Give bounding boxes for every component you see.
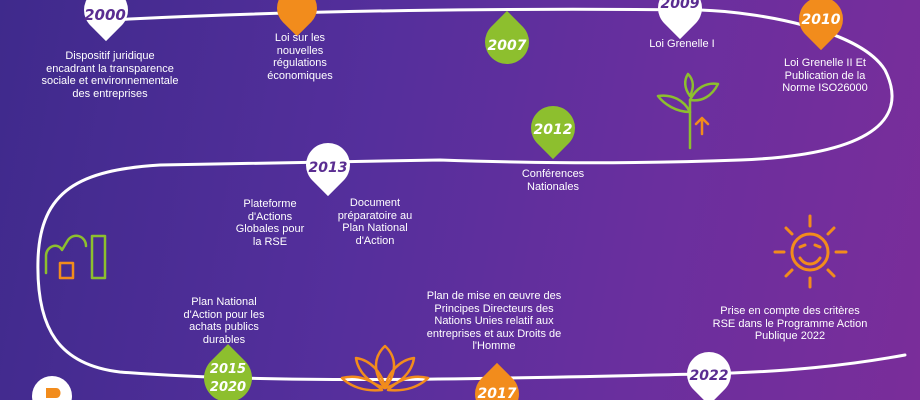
marker-year: 2010 [802, 12, 841, 28]
logo-icon [32, 376, 72, 400]
caption-2010: Loi Grenelle II Et Publication de la Nor… [782, 57, 868, 94]
caption-2001: Loi sur les nouvelles régulations économ… [267, 32, 333, 82]
caption-2000: Dispositif juridique encadrant la transp… [41, 50, 179, 100]
caption-2017: Plan de mise en œuvre des Principes Dire… [426, 290, 562, 352]
marker-2010: 2010 [799, 0, 843, 51]
marker-year: 2017 [478, 386, 517, 400]
marker-year: 2007 [488, 38, 527, 54]
caption-2015: Plan National d'Action pour les achats p… [183, 296, 265, 346]
lotus-icon [340, 344, 430, 392]
marker-2009: 2009 [658, 0, 702, 40]
marker-2001 [277, 0, 317, 37]
caption-2013b: Document préparatoire au Plan National d… [337, 197, 413, 247]
caption-2022: Prise en compte des critères RSE dans le… [712, 305, 868, 342]
bar-chart-icon [44, 234, 107, 280]
marker-2007: 2007 [485, 10, 529, 64]
marker-year: 2013 [309, 160, 348, 176]
marker-2012: 2012 [531, 106, 575, 160]
marker-year-2: 2020 [210, 380, 246, 395]
marker-year: 2000 [84, 6, 126, 24]
caption-2012: Conférences Nationales [521, 168, 585, 193]
marker-2017: 2017 [475, 362, 519, 400]
smiling-sun-icon [773, 214, 848, 289]
marker-2022: 2022 [687, 352, 731, 400]
marker-2015-2020: 2015 2020 [204, 344, 252, 400]
marker-year: 2009 [661, 0, 700, 12]
sprout-icon [656, 72, 720, 150]
marker-2013: 2013 [306, 143, 350, 197]
caption-2009: Loi Grenelle I [649, 38, 715, 50]
caption-2013: Plateforme d'Actions Globales pour la RS… [235, 198, 305, 248]
marker-2000: 2000 [84, 0, 128, 42]
marker-year: 2015 [210, 362, 246, 377]
marker-year: 2012 [534, 122, 573, 138]
marker-year: 2022 [690, 368, 729, 384]
